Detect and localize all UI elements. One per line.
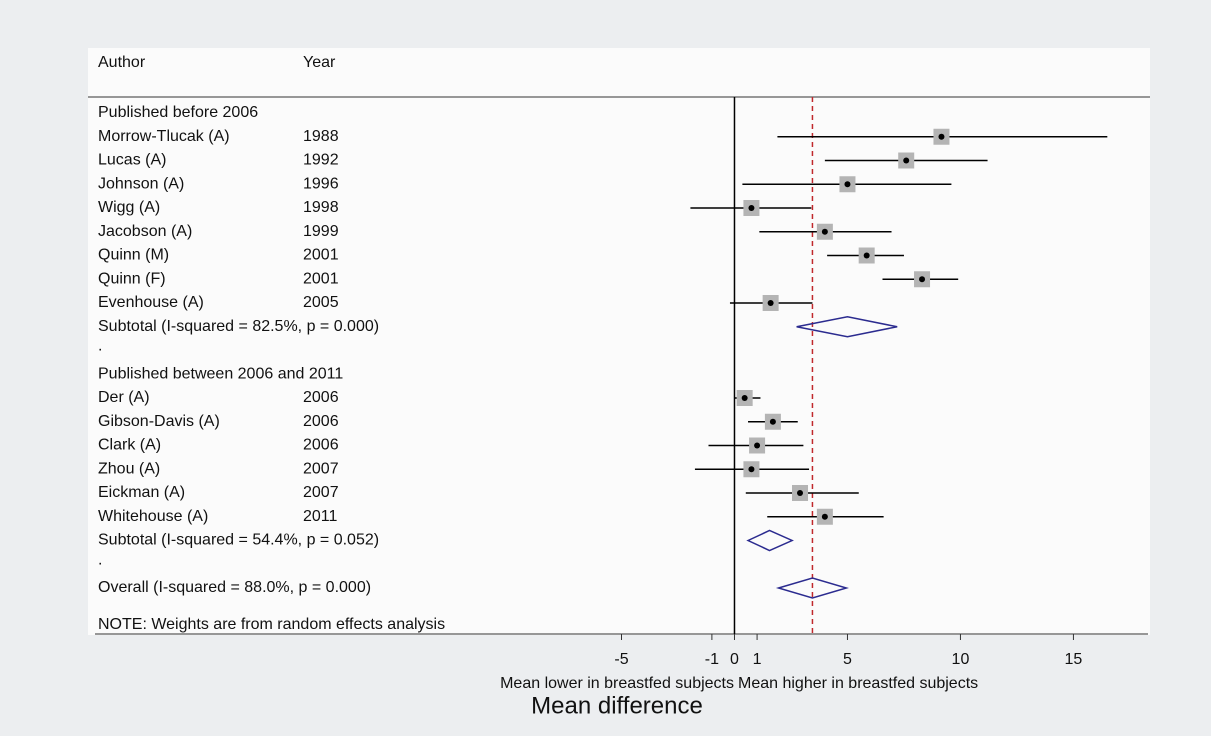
x-label-left: Mean lower in breastfed subjects xyxy=(500,675,734,692)
study-author: Clark (A) xyxy=(98,437,161,454)
point-estimate xyxy=(769,418,776,425)
separator: . xyxy=(98,551,102,568)
point-estimate xyxy=(821,228,828,235)
header-author: Author xyxy=(98,54,146,71)
point-estimate xyxy=(863,252,870,259)
header-year: Year xyxy=(303,54,336,71)
study-author: Lucas (A) xyxy=(98,152,166,169)
point-estimate xyxy=(748,466,755,473)
study-author: Johnson (A) xyxy=(98,175,184,192)
study-year: 2006 xyxy=(303,389,339,406)
study-year: 1999 xyxy=(303,223,339,240)
subtotal-label: Subtotal (I-squared = 54.4%, p = 0.052) xyxy=(98,532,379,549)
x-tick-label: 5 xyxy=(843,651,852,668)
subtotal-label: Subtotal (I-squared = 82.5%, p = 0.000) xyxy=(98,318,379,335)
study-author: Gibson-Davis (A) xyxy=(98,413,220,430)
study-year: 1988 xyxy=(303,128,339,145)
point-estimate xyxy=(797,490,804,496)
study-author: Eickman (A) xyxy=(98,484,185,501)
study-year: 1992 xyxy=(303,152,339,169)
study-author: Evenhouse (A) xyxy=(98,294,204,311)
study-author: Quinn (M) xyxy=(98,247,169,264)
study-year: 1998 xyxy=(303,199,339,216)
study-year: 2001 xyxy=(303,247,339,264)
x-label-right: Mean higher in breastfed subjects xyxy=(738,675,978,692)
study-author: Morrow-Tlucak (A) xyxy=(98,128,230,145)
study-author: Der (A) xyxy=(98,389,150,406)
study-year: 2007 xyxy=(303,484,339,501)
x-tick-label: 15 xyxy=(1065,651,1083,668)
study-year: 2011 xyxy=(303,508,338,525)
separator: . xyxy=(98,338,102,355)
study-author: Zhou (A) xyxy=(98,460,160,477)
point-estimate xyxy=(938,133,945,140)
pooled-diamond xyxy=(796,315,898,338)
point-estimate xyxy=(919,276,926,283)
x-tick-label: -5 xyxy=(614,651,628,668)
note: NOTE: Weights are from random effects an… xyxy=(98,616,445,633)
point-estimate xyxy=(767,300,774,306)
overall-label: Overall (I-squared = 88.0%, p = 0.000) xyxy=(98,579,371,596)
study-year: 2001 xyxy=(303,270,339,287)
study-year: 2006 xyxy=(303,413,339,430)
point-estimate xyxy=(748,205,755,211)
x-tick-label: 1 xyxy=(753,651,762,668)
study-year: 2005 xyxy=(303,294,339,311)
study-year: 2006 xyxy=(303,437,339,454)
study-author: Jacobson (A) xyxy=(98,223,192,240)
study-author: Quinn (F) xyxy=(98,270,166,287)
group-title: Published between 2006 and 2011 xyxy=(98,365,343,382)
study-year: 1996 xyxy=(303,175,339,192)
point-estimate xyxy=(754,442,761,449)
plot-panel xyxy=(88,48,1150,635)
group-title: Published before 2006 xyxy=(98,104,258,121)
point-estimate xyxy=(903,157,910,164)
x-axis-title: Mean difference xyxy=(531,692,703,719)
study-author: Wigg (A) xyxy=(98,199,160,216)
point-estimate xyxy=(821,513,828,520)
x-tick-label: -1 xyxy=(705,651,719,668)
study-year: 2007 xyxy=(303,460,339,477)
x-tick-label: 0 xyxy=(730,651,739,668)
pooled-diamond xyxy=(775,577,849,599)
point-estimate xyxy=(844,181,851,188)
x-tick-label: 10 xyxy=(952,651,970,668)
study-author: Whitehouse (A) xyxy=(98,508,208,525)
pooled-diamond xyxy=(746,529,794,552)
point-estimate xyxy=(741,395,748,401)
